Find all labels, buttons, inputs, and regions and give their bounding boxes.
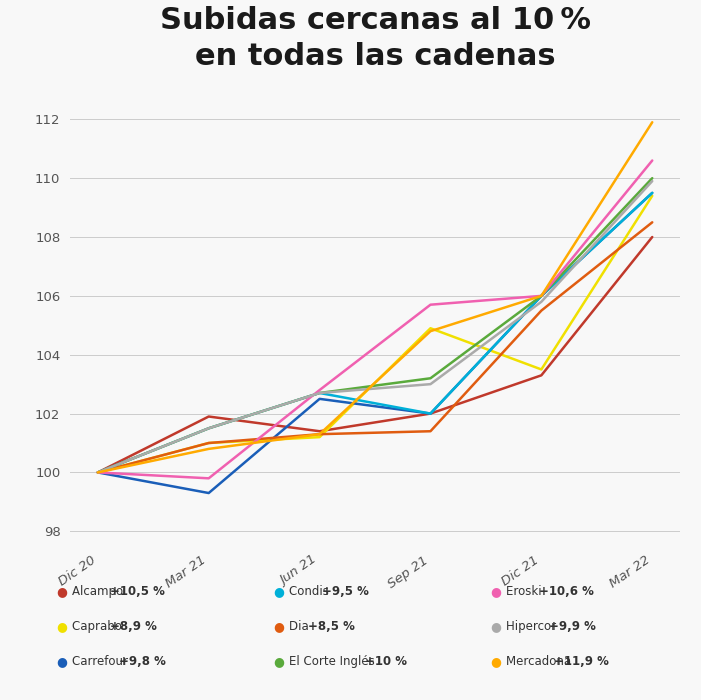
- Text: Caprabo: Caprabo: [72, 620, 125, 633]
- Text: ●: ●: [491, 620, 502, 633]
- Text: +10,5 %: +10,5 %: [109, 585, 165, 598]
- Text: ●: ●: [491, 655, 502, 668]
- Text: Condis: Condis: [289, 585, 332, 598]
- Text: ●: ●: [56, 620, 67, 633]
- Text: +10,6 %: +10,6 %: [540, 585, 594, 598]
- Text: +9,8 %: +9,8 %: [119, 655, 166, 668]
- Text: +8,5 %: +8,5 %: [308, 620, 355, 633]
- Text: Hipercor: Hipercor: [506, 620, 560, 633]
- Text: ●: ●: [273, 620, 285, 633]
- Text: Mercadona: Mercadona: [506, 655, 575, 668]
- Text: ●: ●: [56, 585, 67, 598]
- Text: +9,5 %: +9,5 %: [322, 585, 369, 598]
- Text: Dia: Dia: [289, 620, 313, 633]
- Text: ●: ●: [273, 585, 285, 598]
- Text: Alcampo: Alcampo: [72, 585, 126, 598]
- Text: ●: ●: [491, 585, 502, 598]
- Title: Subidas cercanas al 10 %
en todas las cadenas: Subidas cercanas al 10 % en todas las ca…: [160, 6, 590, 71]
- Text: +9,9 %: +9,9 %: [549, 620, 596, 633]
- Text: El Corte Inglés: El Corte Inglés: [289, 655, 379, 668]
- Text: ●: ●: [273, 655, 285, 668]
- Text: Eroski: Eroski: [506, 585, 545, 598]
- Text: ●: ●: [56, 655, 67, 668]
- Text: Carrefour: Carrefour: [72, 655, 131, 668]
- Text: +11,9 %: +11,9 %: [554, 655, 608, 668]
- Text: +8,9 %: +8,9 %: [109, 620, 156, 633]
- Text: +10 %: +10 %: [365, 655, 407, 668]
